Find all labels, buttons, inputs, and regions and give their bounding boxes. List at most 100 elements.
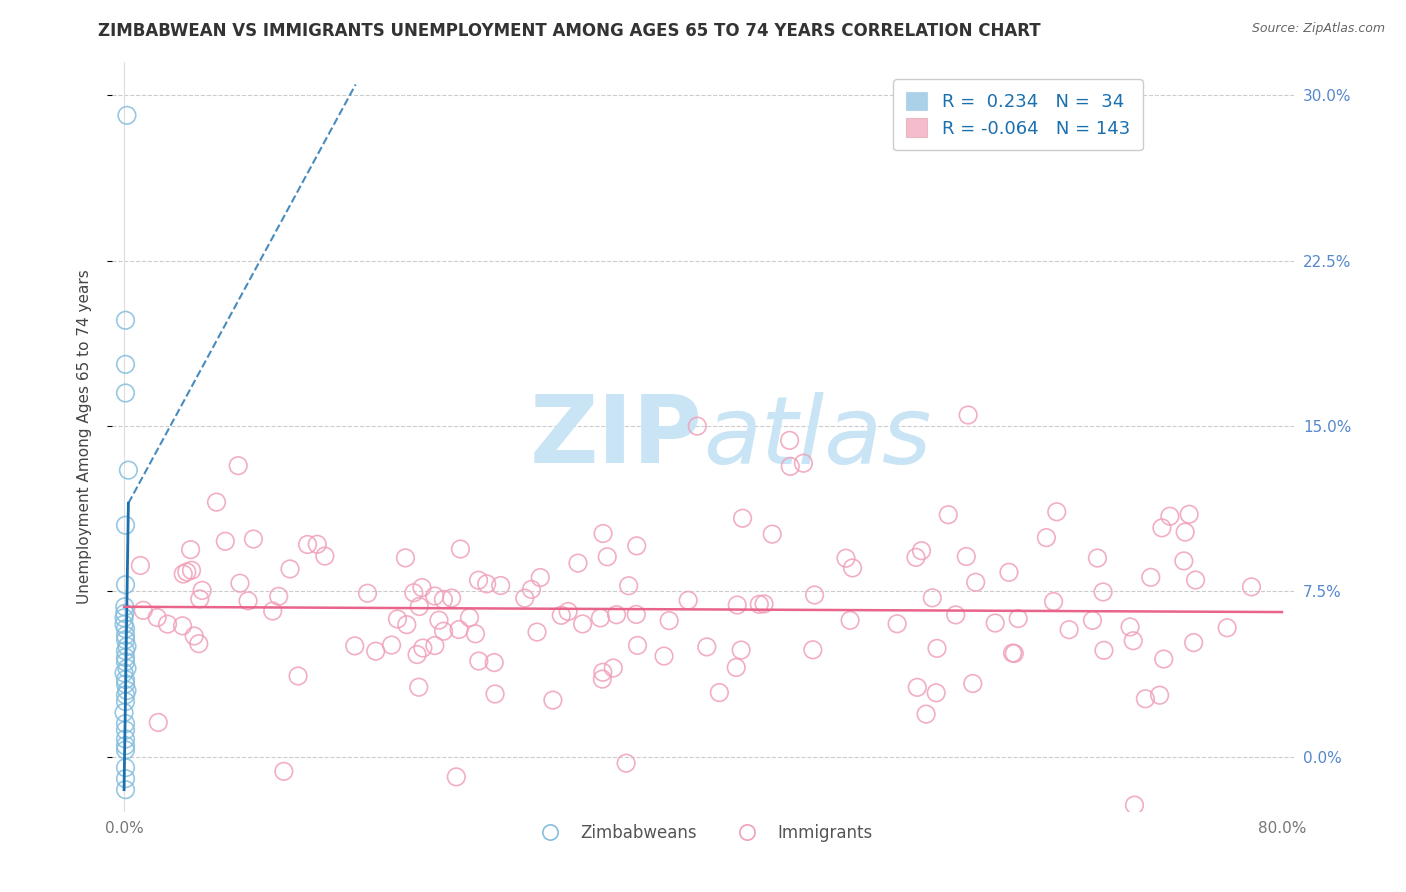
Point [115, 683, 138, 698]
Point [432, 624, 454, 639]
Point [1046, 505, 1069, 519]
Point [1182, 635, 1205, 649]
Point [792, 456, 814, 470]
Point [905, 681, 928, 695]
Point [114, 628, 136, 642]
Point [114, 716, 136, 731]
Point [957, 408, 980, 422]
Point [592, 526, 614, 541]
Point [205, 495, 228, 509]
Point [297, 537, 319, 551]
Point [571, 616, 593, 631]
Point [1149, 688, 1171, 702]
Point [114, 772, 136, 786]
Point [287, 669, 309, 683]
Point [112, 665, 135, 680]
Point [748, 597, 770, 611]
Point [696, 640, 718, 654]
Point [440, 591, 463, 605]
Point [955, 549, 977, 564]
Point [484, 687, 506, 701]
Point [1122, 633, 1144, 648]
Point [984, 615, 1007, 630]
Point [115, 661, 138, 675]
Point [262, 604, 284, 618]
Point [458, 610, 481, 624]
Point [427, 613, 450, 627]
Point [1216, 621, 1239, 635]
Point [1184, 573, 1206, 587]
Legend: Zimbabweans, Immigrants: Zimbabweans, Immigrants [527, 817, 879, 848]
Point [550, 608, 572, 623]
Point [1123, 798, 1146, 813]
Point [945, 607, 967, 622]
Point [114, 632, 136, 647]
Point [114, 655, 136, 669]
Point [1153, 652, 1175, 666]
Point [387, 612, 409, 626]
Point [779, 434, 801, 448]
Point [686, 419, 709, 434]
Point [114, 761, 136, 775]
Point [936, 508, 959, 522]
Point [1081, 613, 1104, 627]
Point [278, 562, 301, 576]
Text: ZIMBABWEAN VS IMMIGRANTS UNEMPLOYMENT AMONG AGES 65 TO 74 YEARS CORRELATION CHAR: ZIMBABWEAN VS IMMIGRANTS UNEMPLOYMENT AM… [98, 22, 1040, 40]
Point [529, 570, 551, 584]
Point [114, 518, 136, 533]
Point [117, 463, 139, 477]
Point [1042, 594, 1064, 608]
Point [411, 581, 433, 595]
Point [761, 527, 783, 541]
Point [1139, 570, 1161, 584]
Point [114, 599, 136, 614]
Point [188, 591, 211, 606]
Point [1057, 623, 1080, 637]
Point [114, 313, 136, 327]
Point [112, 706, 135, 720]
Point [602, 661, 624, 675]
Point [307, 537, 329, 551]
Point [1240, 580, 1263, 594]
Point [394, 550, 416, 565]
Point [1035, 531, 1057, 545]
Point [114, 578, 136, 592]
Point [115, 108, 138, 122]
Point [626, 539, 648, 553]
Point [752, 597, 775, 611]
Point [187, 637, 209, 651]
Point [148, 715, 170, 730]
Point [132, 603, 155, 617]
Point [412, 640, 434, 655]
Text: ZIP: ZIP [530, 391, 703, 483]
Point [114, 677, 136, 691]
Point [731, 511, 754, 525]
Point [915, 707, 938, 722]
Point [835, 551, 858, 566]
Point [1174, 525, 1197, 540]
Point [114, 622, 136, 636]
Point [423, 639, 446, 653]
Point [114, 694, 136, 708]
Point [925, 686, 948, 700]
Point [423, 589, 446, 603]
Point [626, 639, 648, 653]
Point [886, 616, 908, 631]
Point [839, 613, 862, 627]
Point [114, 386, 136, 401]
Point [172, 619, 194, 633]
Point [446, 770, 468, 784]
Point [591, 672, 613, 686]
Point [343, 639, 366, 653]
Point [658, 614, 681, 628]
Point [730, 643, 752, 657]
Point [1007, 611, 1029, 625]
Point [652, 648, 675, 663]
Point [464, 627, 486, 641]
Point [513, 591, 536, 606]
Point [267, 590, 290, 604]
Point [925, 641, 948, 656]
Point [180, 563, 202, 577]
Point [172, 566, 194, 581]
Point [921, 591, 943, 605]
